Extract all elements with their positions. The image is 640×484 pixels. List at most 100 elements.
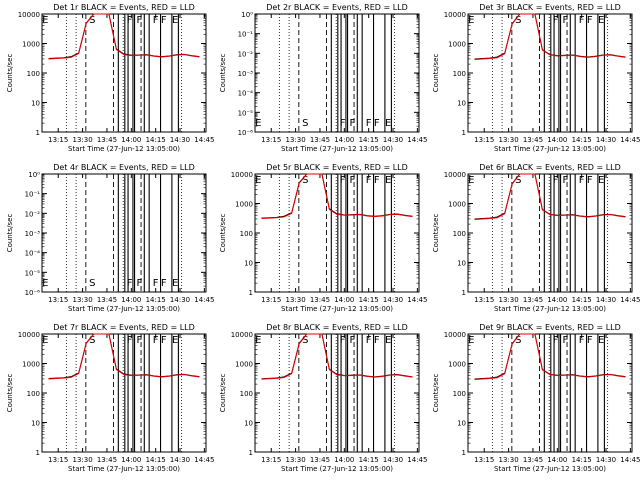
flag-marker: E: [172, 335, 178, 346]
x-tick-label: 13:45: [523, 296, 543, 304]
y-tick-label: 1: [36, 449, 40, 457]
flag-marker: F: [579, 335, 585, 346]
y-tick-label: 10⁻⁴: [238, 90, 254, 98]
flag-marker: E: [598, 15, 604, 26]
plot-frame: [41, 173, 207, 293]
x-tick-label: 13:15: [48, 136, 68, 144]
flag-marker: F: [161, 335, 167, 346]
x-tick-label: 14:15: [572, 296, 592, 304]
y-tick-label: 1000: [235, 201, 253, 209]
flag-marker: F: [579, 15, 585, 26]
flag-marker: F: [366, 175, 372, 186]
y-axis-label: Counts/sec: [6, 374, 14, 413]
x-tick-label: 14:00: [334, 456, 354, 464]
x-tick-label: 14:15: [359, 136, 379, 144]
x-tick-label: 13:15: [261, 296, 281, 304]
x-tick-label: 14:15: [146, 296, 166, 304]
x-tick-label: 14:30: [596, 456, 616, 464]
x-tick-label: 14:45: [407, 296, 427, 304]
x-axis-label: Start Time (27-Jun-12 13:05:00): [281, 465, 393, 473]
flag-marker: F: [350, 335, 356, 346]
y-tick-label: 10⁻¹: [238, 31, 254, 39]
panel-title: Det 3r BLACK = Events, RED = LLD: [479, 3, 621, 12]
x-tick-label: 14:00: [547, 456, 567, 464]
y-axis-label: Counts/sec: [432, 54, 440, 93]
flag-marker: E: [255, 335, 261, 346]
flag-marker: E: [385, 118, 391, 129]
flag-marker: F: [137, 15, 143, 26]
y-tick-label: 10: [244, 420, 253, 428]
flag-marker: F: [350, 175, 356, 186]
x-tick-label: 14:30: [383, 456, 403, 464]
x-tick-label: 14:30: [170, 296, 190, 304]
x-tick-label: 14:00: [334, 136, 354, 144]
series-line-lld: [474, 173, 626, 220]
x-axis-label: Start Time (27-Jun-12 13:05:00): [281, 145, 393, 153]
panel-4: Det 4r BLACK = Events, RED = LLD 10⁻⁶ 10⁻⁵…: [6, 163, 214, 313]
flag-marker: S: [89, 15, 95, 26]
flag-marker: E: [598, 335, 604, 346]
x-tick-label: 14:45: [194, 136, 214, 144]
y-tick-label: 1000: [448, 201, 466, 209]
x-tick-label: 14:00: [334, 296, 354, 304]
flag-marker: E: [42, 15, 48, 26]
x-tick-label: 13:15: [261, 136, 281, 144]
y-tick-label: 10⁻²: [238, 50, 254, 58]
panel-7: Det 7r BLACK = Events, RED = LLD 1 10 100 10…: [6, 323, 214, 473]
y-axis-label: Counts/sec: [432, 214, 440, 253]
series-line-lld: [474, 13, 626, 60]
y-tick-label: 100: [453, 70, 466, 78]
flag-marker: F: [587, 15, 593, 26]
x-axis-label: Start Time (27-Jun-12 13:05:00): [68, 465, 180, 473]
flag-marker: E: [468, 15, 474, 26]
x-tick-label: 14:45: [194, 456, 214, 464]
y-tick-label: 1000: [235, 361, 253, 369]
x-tick-label: 14:15: [572, 456, 592, 464]
x-tick-label: 14:15: [146, 456, 166, 464]
y-tick-label: 10⁻³: [238, 70, 254, 78]
x-tick-label: 13:45: [523, 456, 543, 464]
flag-marker: F: [153, 15, 159, 26]
series-line-lld: [261, 173, 413, 220]
x-tick-label: 13:30: [499, 296, 519, 304]
x-tick-label: 13:45: [310, 136, 330, 144]
flag-marker: F: [563, 175, 569, 186]
panel-title: Det 2r BLACK = Events, RED = LLD: [266, 3, 408, 12]
series-line-lld: [48, 333, 200, 380]
y-tick-label: 10000: [18, 11, 40, 19]
y-tick-label: 1: [249, 449, 253, 457]
y-tick-label: 10⁻⁴: [25, 250, 41, 258]
flag-marker: F: [340, 118, 346, 129]
y-tick-label: 100: [27, 390, 40, 398]
x-tick-label: 13:45: [310, 296, 330, 304]
x-tick-label: 13:30: [286, 136, 306, 144]
x-tick-label: 14:00: [121, 136, 141, 144]
flag-marker: F: [366, 118, 372, 129]
flag-marker: E: [468, 175, 474, 186]
x-tick-label: 13:15: [48, 456, 68, 464]
flag-marker: S: [515, 175, 521, 186]
y-tick-label: 10: [457, 260, 466, 268]
y-tick-label: 100: [453, 390, 466, 398]
x-tick-label: 13:30: [73, 136, 93, 144]
y-tick-label: 100: [453, 230, 466, 238]
plot-frame: [254, 333, 420, 453]
y-tick-label: 1000: [448, 361, 466, 369]
y-tick-label: 10⁻⁶: [25, 289, 41, 297]
x-axis-label: Start Time (27-Jun-12 13:05:00): [494, 305, 606, 313]
x-tick-label: 14:45: [620, 296, 640, 304]
y-tick-label: 100: [240, 390, 253, 398]
panel-2: Det 2r BLACK = Events, RED = LLD 10⁻⁶ 10⁻⁵…: [219, 3, 427, 153]
x-tick-label: 13:30: [499, 136, 519, 144]
y-tick-label: 1: [36, 129, 40, 137]
plot-frame: [41, 13, 207, 133]
y-tick-label: 10⁰: [28, 171, 40, 179]
flag-marker: S: [89, 278, 95, 289]
x-tick-label: 14:45: [407, 136, 427, 144]
flag-marker: E: [42, 335, 48, 346]
x-axis-label: Start Time (27-Jun-12 13:05:00): [281, 305, 393, 313]
x-tick-label: 13:15: [261, 456, 281, 464]
flag-marker: F: [350, 118, 356, 129]
